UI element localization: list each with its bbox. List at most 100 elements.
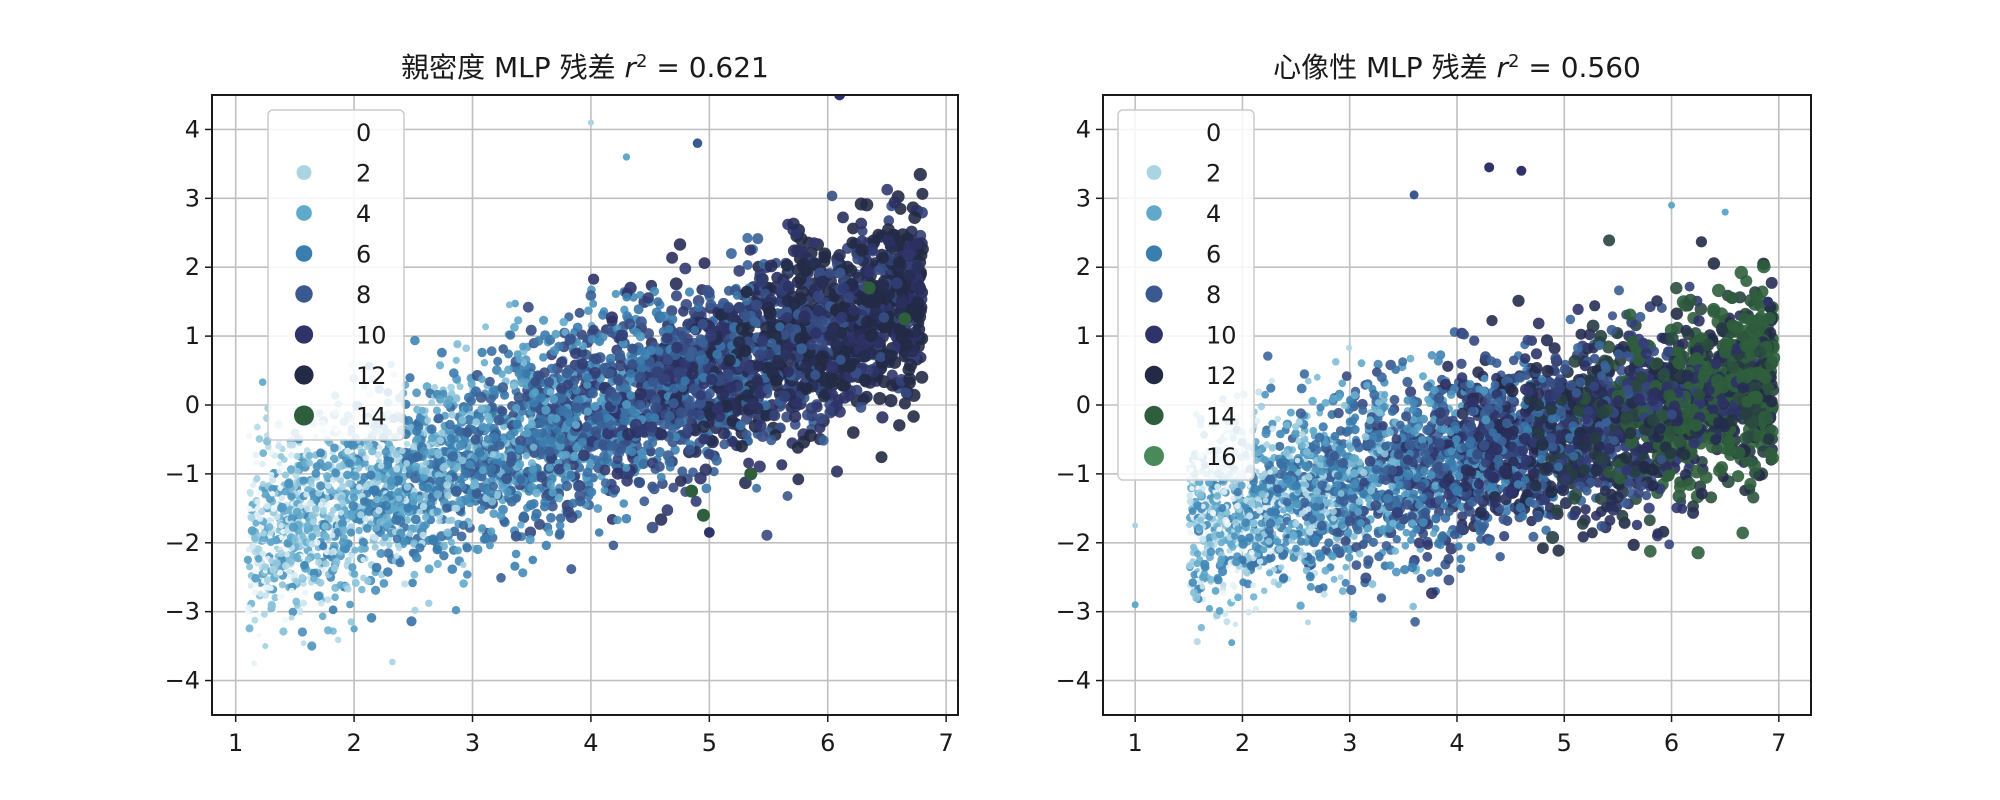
scatter-point bbox=[636, 363, 647, 374]
scatter-point bbox=[288, 607, 298, 617]
scatter-point bbox=[504, 365, 513, 375]
scatter-point bbox=[495, 440, 505, 451]
scatter-point bbox=[521, 369, 531, 378]
scatter-point bbox=[890, 277, 903, 290]
scatter-point bbox=[360, 556, 366, 563]
scatter-point bbox=[589, 367, 601, 379]
scatter-point bbox=[744, 244, 756, 256]
scatter-point bbox=[444, 491, 452, 500]
scatter-point bbox=[343, 470, 352, 480]
scatter-point bbox=[374, 451, 382, 459]
scatter-point bbox=[574, 395, 584, 405]
scatter-point bbox=[762, 383, 774, 394]
scatter-outlier bbox=[685, 484, 699, 498]
scatter-point bbox=[875, 451, 888, 464]
scatter-point bbox=[313, 591, 324, 601]
scatter-point bbox=[701, 483, 712, 494]
scatter-point bbox=[793, 292, 807, 306]
x-tick-label: 5 bbox=[702, 729, 717, 757]
scatter-point bbox=[1232, 621, 1239, 628]
scatter-point bbox=[735, 440, 748, 453]
scatter-point bbox=[401, 580, 409, 588]
scatter-point bbox=[857, 349, 871, 363]
scatter-point bbox=[324, 626, 333, 635]
scatter-point bbox=[482, 323, 490, 331]
scatter-point bbox=[270, 505, 278, 512]
scatter-point bbox=[424, 564, 434, 574]
scatter-point bbox=[619, 383, 631, 394]
scatter-point bbox=[561, 367, 573, 379]
y-tick-label: −3 bbox=[165, 598, 200, 626]
scatter-point bbox=[394, 541, 402, 549]
scatter-point bbox=[673, 238, 687, 251]
scatter-point bbox=[246, 488, 254, 496]
scatter-point bbox=[348, 563, 357, 572]
scatter-point bbox=[697, 420, 710, 434]
scatter-point bbox=[743, 457, 754, 469]
scatter-point bbox=[551, 329, 561, 339]
scatter-point bbox=[464, 415, 475, 425]
scatter-point bbox=[583, 380, 592, 390]
scatter-point bbox=[860, 390, 873, 403]
scatter-outlier bbox=[744, 467, 758, 481]
scatter-point bbox=[364, 577, 372, 585]
scatter-point bbox=[393, 552, 400, 559]
scatter-point bbox=[294, 467, 301, 475]
scatter-point bbox=[833, 394, 845, 406]
scatter-point bbox=[534, 518, 546, 530]
scatter-point bbox=[533, 336, 544, 346]
scatter-point bbox=[836, 311, 848, 324]
scatter-point bbox=[371, 585, 381, 595]
points-right bbox=[1131, 162, 1781, 647]
scatter-point bbox=[392, 534, 402, 544]
scatter-point bbox=[531, 388, 540, 396]
scatter-point bbox=[817, 315, 828, 326]
scatter-point bbox=[444, 395, 454, 404]
scatter-point bbox=[732, 290, 742, 300]
scatter-point bbox=[345, 479, 353, 488]
scatter-point bbox=[465, 460, 475, 469]
scatter-point bbox=[394, 487, 403, 496]
scatter-point bbox=[383, 460, 393, 470]
scatter-point bbox=[515, 444, 525, 454]
scatter-point bbox=[694, 472, 707, 485]
scatter-point bbox=[359, 497, 369, 506]
scatter-point bbox=[525, 499, 537, 511]
scatter-point bbox=[643, 328, 654, 340]
scatter-point bbox=[503, 487, 512, 497]
scatter-point bbox=[694, 397, 706, 409]
scatter-point bbox=[540, 330, 551, 341]
scatter-point bbox=[705, 299, 717, 311]
scatter-point bbox=[634, 399, 646, 410]
scatter-point bbox=[427, 433, 437, 443]
scatter-point bbox=[356, 483, 363, 491]
scatter-point bbox=[402, 497, 410, 505]
scatter-point bbox=[312, 462, 322, 471]
scatter-point bbox=[278, 581, 287, 589]
scatter-point bbox=[576, 358, 589, 370]
scatter-point bbox=[1627, 538, 1640, 552]
scatter-point bbox=[911, 260, 924, 273]
scatter-point bbox=[399, 447, 406, 454]
scatter-point bbox=[357, 511, 365, 519]
scatter-point bbox=[668, 482, 679, 493]
chart-title-left: 親密度 MLP 残差 r2 = 0.621 bbox=[401, 51, 769, 85]
scatter-point bbox=[650, 413, 660, 422]
scatter-point bbox=[249, 542, 257, 550]
scatter-point bbox=[512, 419, 522, 430]
scatter-point bbox=[893, 419, 906, 432]
scatter-point bbox=[303, 491, 310, 498]
scatter-point bbox=[311, 469, 321, 478]
scatter-point bbox=[246, 505, 253, 512]
scatter-point bbox=[309, 518, 317, 526]
scatter-point bbox=[573, 481, 583, 492]
scatter-point bbox=[245, 624, 254, 633]
scatter-point bbox=[782, 491, 793, 501]
scatter-point bbox=[621, 513, 632, 524]
scatter-point bbox=[593, 504, 603, 513]
scatter-point bbox=[462, 427, 473, 438]
x-tick-label: 7 bbox=[939, 729, 954, 757]
scatter-point bbox=[329, 506, 337, 514]
scatter-point bbox=[257, 590, 264, 597]
scatter-point bbox=[593, 411, 604, 422]
